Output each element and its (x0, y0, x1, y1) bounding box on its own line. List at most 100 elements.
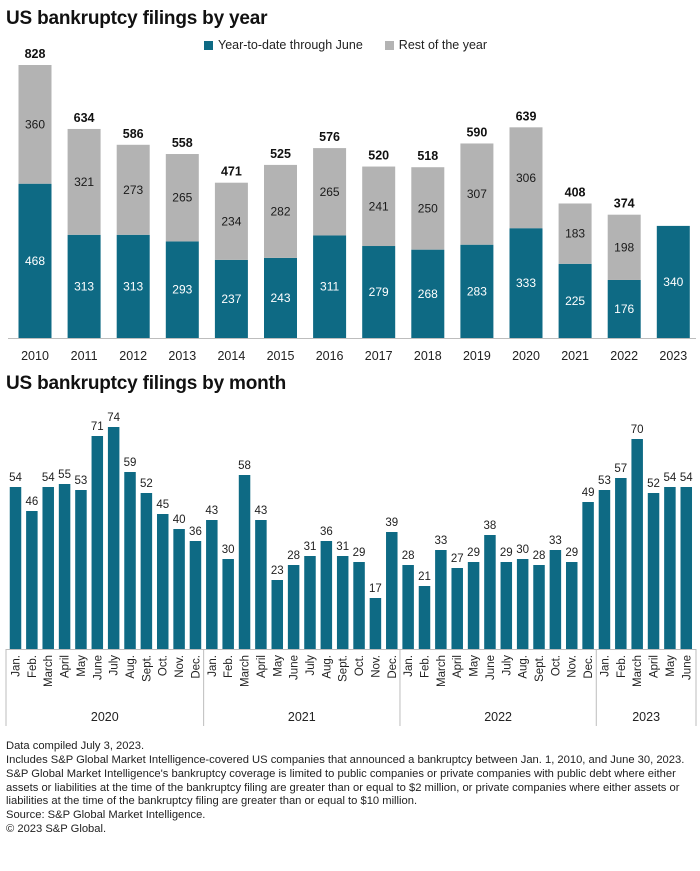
x-tick-label-2015: 2015 (267, 349, 295, 363)
bar-2021-Aug (320, 541, 333, 649)
bar-2023-June (680, 487, 693, 649)
bar-ytd-2016 (313, 235, 347, 338)
bar-label-2020-March: 54 (42, 472, 55, 484)
total-label-2011: 634 (74, 111, 95, 125)
bar-label-ytd-2014: 237 (221, 292, 241, 306)
month-tick-2021-Aug: Aug. (321, 655, 333, 679)
bar-2020-Sept (140, 493, 153, 649)
note-source: Source: S&P Global Market Intelligence. (6, 809, 206, 822)
bar-label-2020-May: 53 (75, 475, 88, 487)
month-tick-2023-Feb: Feb. (616, 655, 628, 678)
chart-title-by-month: US bankruptcy filings by month (6, 373, 287, 394)
month-tick-2021-July: July (305, 655, 317, 676)
bar-label-2022-March: 33 (434, 535, 447, 547)
month-tick-2021-May: May (272, 655, 284, 677)
bar-label-rest-2022: 198 (614, 240, 634, 254)
bar-label-rest-2010: 360 (25, 117, 45, 131)
month-tick-2022-Feb: Feb. (420, 655, 432, 678)
month-tick-2022-July: July (501, 655, 513, 676)
year-label-2022: 2022 (484, 710, 512, 724)
bar-label-rest-2020: 306 (516, 171, 536, 185)
bar-2020-Oct (156, 514, 169, 649)
bar-2022-Sept (533, 565, 545, 649)
bar-2022-Oct (549, 550, 562, 649)
bar-2021-Sept (336, 556, 349, 649)
total-label-2014: 471 (221, 165, 242, 179)
bar-ytd-2017 (362, 246, 396, 338)
month-tick-2020-March: March (43, 655, 55, 687)
year-label-2020: 2020 (91, 710, 119, 724)
bar-ytd-2021 (558, 263, 592, 338)
bar-label-2021-April: 43 (255, 505, 268, 517)
month-tick-2020-June: June (92, 655, 104, 680)
bar-2021-May (271, 580, 284, 649)
bar-label-2022-Oct: 33 (549, 535, 562, 547)
month-tick-2022-June: June (485, 655, 497, 680)
month-tick-2022-Aug: Aug. (518, 655, 530, 679)
month-tick-2021-Oct: Oct. (354, 655, 366, 676)
legend-swatch-rest (384, 40, 394, 50)
bar-label-ytd-2020: 333 (516, 276, 536, 290)
month-tick-2021-Nov: Nov. (370, 655, 382, 678)
bar-2021-June (287, 565, 300, 649)
month-tick-2021-Sept: Sept. (338, 655, 350, 682)
bar-2021-March (238, 475, 251, 649)
bar-label-2021-March: 58 (238, 460, 251, 472)
bar-label-2020-Jan: 54 (9, 472, 22, 484)
month-tick-2020-Dec: Dec. (190, 655, 202, 679)
legend-item-ytd: Year-to-date through June (204, 38, 363, 52)
bar-2023-May (664, 487, 676, 649)
bar-rest-2018 (411, 167, 445, 250)
bar-label-2021-Feb: 30 (222, 544, 235, 556)
bar-rest-2017 (362, 166, 396, 247)
bar-label-2021-Jan: 43 (205, 505, 218, 517)
bar-label-2022-Aug: 30 (516, 544, 529, 556)
bar-rest-2014 (214, 182, 248, 260)
bar-label-2022-Feb: 21 (418, 571, 431, 583)
bar-rest-2021 (558, 203, 592, 264)
bar-2020-Aug (124, 472, 136, 649)
month-tick-2022-Nov: Nov. (567, 655, 579, 678)
bar-label-ytd-2017: 279 (369, 285, 389, 299)
x-tick-label-2018: 2018 (414, 349, 442, 363)
bar-label-ytd-2018: 268 (418, 287, 438, 301)
bar-ytd-2018 (411, 249, 445, 338)
bar-rest-2019 (460, 143, 494, 245)
bar-label-ytd-2022: 176 (614, 302, 634, 316)
bar-2020-Nov (173, 529, 185, 649)
x-tick-label-2016: 2016 (316, 349, 344, 363)
x-tick-label-2014: 2014 (217, 349, 245, 363)
bar-label-ytd-2023: 340 (663, 275, 683, 289)
bar-label-2022-Nov: 29 (565, 547, 578, 559)
month-tick-2022-Jan: Jan. (403, 655, 415, 677)
bar-2022-Dec (582, 502, 594, 649)
bar-2023-April (647, 493, 660, 649)
bar-label-rest-2016: 265 (320, 185, 340, 199)
bar-label-2022-Jan: 28 (402, 550, 415, 562)
bar-ytd-2013 (165, 241, 199, 338)
month-tick-2021-June: June (289, 655, 301, 680)
month-tick-2020-April: April (60, 655, 72, 678)
month-tick-2021-March: March (240, 655, 252, 687)
month-tick-2023-Jan: Jan. (599, 655, 611, 677)
month-tick-2021-Feb: Feb. (223, 655, 235, 678)
bar-label-ytd-2013: 293 (172, 283, 192, 297)
bar-label-2020-Dec: 36 (189, 526, 202, 538)
legend-swatch-ytd (204, 40, 213, 50)
bar-2020-Dec (189, 541, 202, 649)
x-tick-label-2017: 2017 (365, 349, 393, 363)
bar-2022-March (435, 550, 447, 649)
bar-label-ytd-2015: 243 (270, 291, 290, 305)
bar-label-rest-2017: 241 (369, 199, 389, 213)
total-label-2012: 586 (123, 127, 144, 141)
bar-ytd-2011 (67, 234, 101, 338)
bar-ytd-2012 (116, 234, 150, 338)
month-tick-2021-April: April (256, 655, 268, 678)
bar-ytd-2022 (607, 279, 641, 338)
bar-2023-March (631, 439, 643, 649)
month-tick-2020-Sept: Sept. (141, 655, 153, 682)
x-tick-label-2019: 2019 (463, 349, 491, 363)
month-tick-2022-Sept: Sept. (534, 655, 546, 682)
bar-label-rest-2018: 250 (418, 201, 438, 215)
bar-rest-2011 (67, 128, 101, 235)
